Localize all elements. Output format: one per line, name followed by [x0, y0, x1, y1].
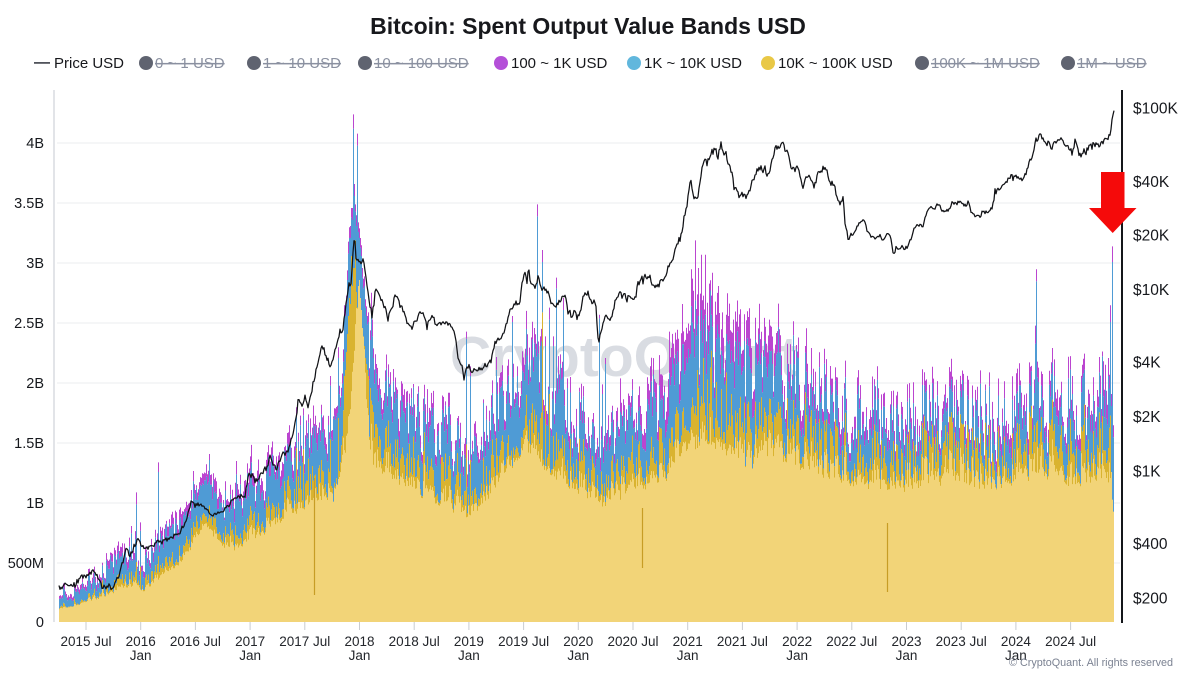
svg-text:2018 Jul: 2018 Jul: [389, 634, 440, 649]
svg-text:$4K: $4K: [1133, 354, 1161, 371]
svg-text:500M: 500M: [8, 556, 44, 572]
svg-text:2016: 2016: [126, 634, 156, 649]
svg-text:$2K: $2K: [1133, 409, 1161, 426]
svg-text:2017: 2017: [235, 634, 265, 649]
svg-text:2015 Jul: 2015 Jul: [60, 634, 111, 649]
svg-text:2020: 2020: [563, 634, 593, 649]
svg-text:$400: $400: [1133, 536, 1168, 553]
svg-text:2021: 2021: [673, 634, 703, 649]
svg-text:2024: 2024: [1001, 634, 1032, 649]
svg-text:$1K: $1K: [1133, 464, 1161, 481]
svg-text:4B: 4B: [26, 136, 44, 152]
svg-text:2024 Jul: 2024 Jul: [1045, 634, 1096, 649]
svg-text:$40K: $40K: [1133, 174, 1170, 191]
svg-text:2016 Jul: 2016 Jul: [170, 634, 221, 649]
svg-text:Jan: Jan: [896, 648, 918, 663]
svg-text:2B: 2B: [26, 376, 44, 392]
svg-text:Jan: Jan: [349, 648, 371, 663]
svg-text:3B: 3B: [26, 256, 44, 272]
svg-text:3.5B: 3.5B: [14, 196, 44, 212]
svg-text:$100K: $100K: [1133, 100, 1178, 117]
svg-text:1M ~ USD: 1M ~ USD: [1077, 55, 1147, 72]
svg-text:2020 Jul: 2020 Jul: [607, 634, 658, 649]
svg-text:$10K: $10K: [1133, 282, 1170, 299]
svg-text:Jan: Jan: [677, 648, 699, 663]
svg-text:2021 Jul: 2021 Jul: [717, 634, 768, 649]
svg-text:Price USD: Price USD: [54, 55, 124, 72]
svg-text:10 ~ 100 USD: 10 ~ 100 USD: [374, 55, 469, 72]
svg-text:Jan: Jan: [1005, 648, 1027, 663]
svg-text:0 ~ 1 USD: 0 ~ 1 USD: [155, 55, 225, 72]
svg-text:$20K: $20K: [1133, 228, 1170, 245]
svg-text:10K ~ 100K USD: 10K ~ 100K USD: [778, 55, 893, 72]
svg-text:2023: 2023: [891, 634, 921, 649]
svg-text:2017 Jul: 2017 Jul: [279, 634, 330, 649]
svg-text:Bitcoin: Spent Output Value Ba: Bitcoin: Spent Output Value Bands USD: [370, 13, 806, 39]
svg-text:1.5B: 1.5B: [14, 436, 44, 452]
svg-text:2023 Jul: 2023 Jul: [936, 634, 987, 649]
svg-text:Jan: Jan: [239, 648, 261, 663]
svg-text:2022: 2022: [782, 634, 812, 649]
svg-text:$200: $200: [1133, 591, 1168, 608]
svg-text:1K ~ 10K USD: 1K ~ 10K USD: [644, 55, 742, 72]
svg-text:Jan: Jan: [567, 648, 589, 663]
svg-text:Jan: Jan: [130, 648, 152, 663]
svg-text:100 ~ 1K USD: 100 ~ 1K USD: [511, 55, 607, 72]
svg-text:Jan: Jan: [458, 648, 480, 663]
svg-text:2.5B: 2.5B: [14, 316, 44, 332]
svg-text:Jan: Jan: [786, 648, 808, 663]
svg-text:2022 Jul: 2022 Jul: [826, 634, 877, 649]
svg-text:1 ~ 10 USD: 1 ~ 10 USD: [263, 55, 341, 72]
svg-text:0: 0: [36, 615, 44, 631]
svg-text:2019 Jul: 2019 Jul: [498, 634, 549, 649]
svg-text:2018: 2018: [344, 634, 374, 649]
svg-text:2019: 2019: [454, 634, 484, 649]
svg-text:100K ~ 1M USD: 100K ~ 1M USD: [931, 55, 1040, 72]
svg-text:1B: 1B: [26, 496, 44, 512]
svg-text:© CryptoQuant. All rights rese: © CryptoQuant. All rights reserved: [1009, 657, 1173, 669]
